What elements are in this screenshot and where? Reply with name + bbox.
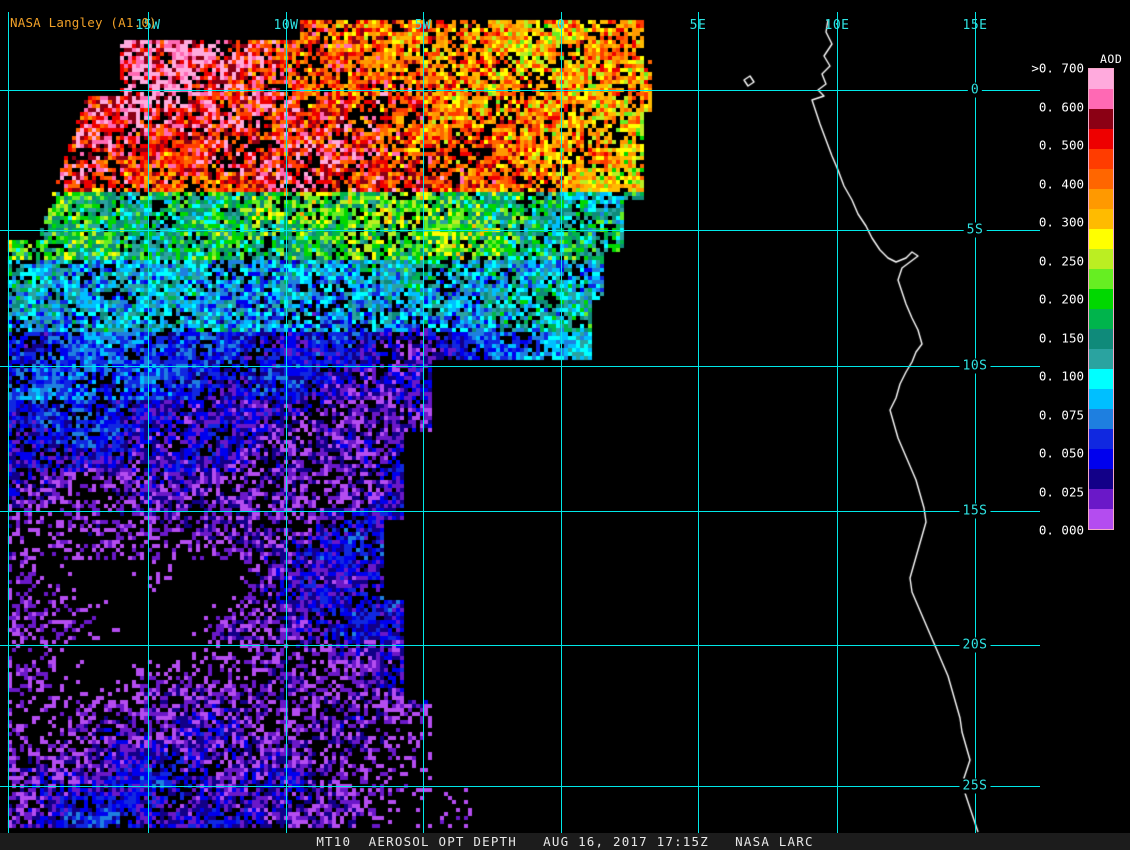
colorbar-tick: 0. 050 (1038, 445, 1084, 461)
grid-line-latitude (0, 230, 1040, 231)
caption-text: MT10 AEROSOL OPT DEPTH AUG 16, 2017 17:1… (316, 834, 814, 849)
colorbar-segment (1089, 69, 1113, 89)
aod-swath-raster (0, 0, 1040, 833)
colorbar-segment (1089, 369, 1113, 389)
longitude-tick-label: 15E (962, 18, 988, 33)
colorbar-segment (1089, 169, 1113, 189)
colorbar-segment (1089, 109, 1113, 129)
colorbar-segment (1089, 249, 1113, 269)
colorbar-segment (1089, 469, 1113, 489)
latitude-tick-label: 20S (959, 637, 991, 653)
colorbar-segment (1089, 429, 1113, 449)
grid-line-latitude (0, 511, 1040, 512)
grid-line-longitude (286, 12, 287, 833)
colorbar-tick: 0. 075 (1038, 407, 1084, 422)
colorbar-tick: 0. 200 (1038, 291, 1084, 307)
colorbar-segment (1089, 269, 1113, 289)
longitude-tick-label: 15W (135, 18, 161, 33)
grid-line-longitude (423, 12, 424, 833)
longitude-tick-label: 5E (689, 18, 707, 33)
colorbar-segment (1089, 309, 1113, 329)
grid-line-longitude (698, 12, 699, 833)
colorbar-tick: 0. 300 (1038, 214, 1084, 230)
colorbar-segment (1089, 329, 1113, 349)
grid-line-longitude (148, 12, 149, 833)
colorbar-segment (1089, 129, 1113, 149)
caption-bar: MT10 AEROSOL OPT DEPTH AUG 16, 2017 17:1… (0, 833, 1130, 850)
colorbar-tick: 0. 250 (1038, 253, 1084, 268)
colorbar-title: AOD (1100, 52, 1123, 66)
grid-line-longitude (975, 12, 976, 833)
map-canvas[interactable] (0, 0, 1040, 833)
colorbar-segment (1089, 89, 1113, 109)
colorbar-tick: 0. 400 (1038, 176, 1084, 191)
grid-line-latitude (0, 90, 1040, 91)
colorbar-tick: 0. 000 (1038, 522, 1084, 538)
colorbar-segment (1089, 349, 1113, 369)
grid-line-longitude (837, 12, 838, 833)
latitude-tick-label: 10S (959, 358, 991, 374)
grid-line-latitude (0, 366, 1040, 367)
latitude-tick-label: 5S (963, 222, 987, 238)
latitude-tick-label: 25S (959, 778, 991, 794)
colorbar-segment (1089, 229, 1113, 249)
colorbar-segment (1089, 289, 1113, 309)
longitude-tick-label: 10W (273, 18, 299, 33)
colorbar-segment (1089, 409, 1113, 429)
colorbar-segment (1089, 509, 1113, 529)
colorbar-panel: AOD >0. 700 0. 600 0. 500 0. 400 0. 300 0. 25… (1031, 0, 1130, 833)
colorbar-segment (1089, 489, 1113, 509)
colorbar-tick: 0. 150 (1038, 330, 1084, 345)
colorbar-gradient (1088, 68, 1114, 530)
longitude-tick-label: 10E (824, 18, 850, 33)
colorbar-tick: 0. 500 (1038, 137, 1084, 153)
colorbar-segment (1089, 189, 1113, 209)
colorbar-tick: >0. 700 (1031, 60, 1084, 76)
grid-line-longitude (561, 12, 562, 833)
longitude-tick-label: 0 (556, 18, 566, 33)
latitude-tick-label: 15S (959, 503, 991, 519)
provider-label: NASA Langley (A1.0) (10, 15, 157, 30)
colorbar-tick: 0. 025 (1038, 484, 1084, 499)
grid-line-latitude (0, 786, 1040, 787)
latitude-tick-label: 0 (967, 82, 983, 98)
map-left-border (8, 12, 9, 833)
colorbar-tick: 0. 600 (1038, 99, 1084, 114)
colorbar-segment (1089, 449, 1113, 469)
longitude-tick-label: 5W (414, 18, 432, 33)
colorbar-segment (1089, 209, 1113, 229)
colorbar-segment (1089, 149, 1113, 169)
grid-line-latitude (0, 645, 1040, 646)
colorbar-tick: 0. 100 (1038, 368, 1084, 384)
colorbar-segment (1089, 389, 1113, 409)
